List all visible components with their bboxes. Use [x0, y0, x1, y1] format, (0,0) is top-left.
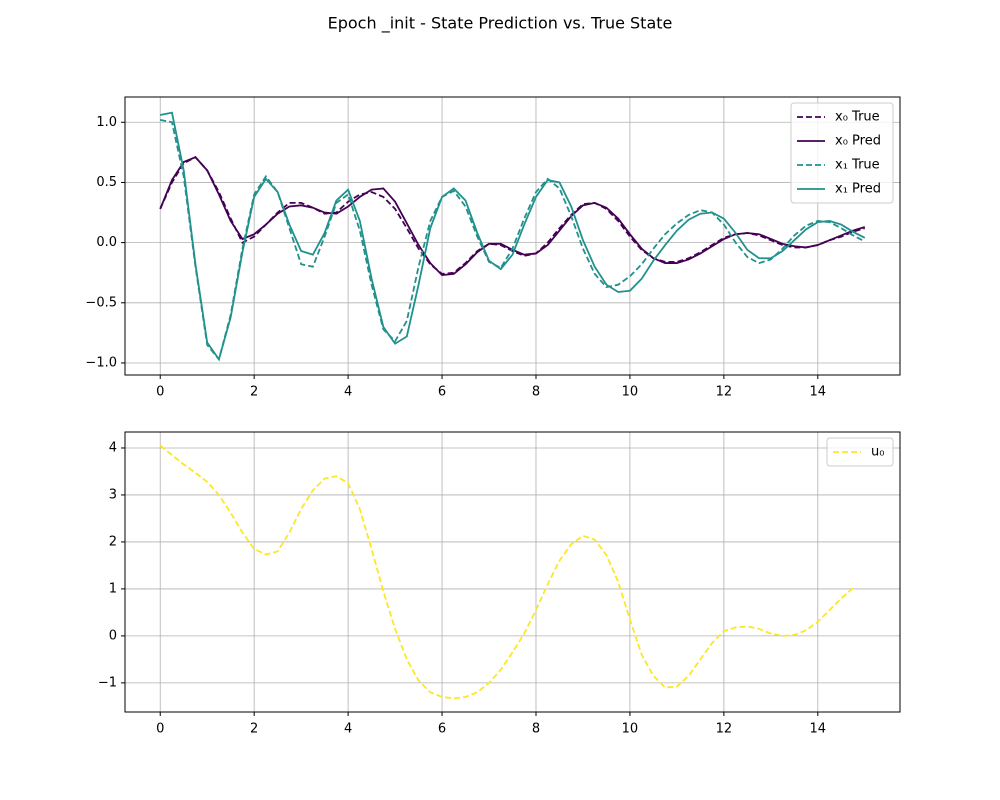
y-tick-label: −0.5 — [85, 295, 117, 310]
x-tick-label: 14 — [810, 385, 827, 400]
axes-frame — [124, 431, 901, 713]
x-tick-label: 14 — [810, 722, 827, 737]
y-tick-label: 0.0 — [96, 235, 117, 250]
x-tick-label: 0 — [156, 385, 164, 400]
x-tick-label: 0 — [156, 722, 164, 737]
x-tick-label: 6 — [438, 385, 446, 400]
figure-title: Epoch _init - State Prediction vs. True … — [328, 14, 673, 34]
x-tick-label: 2 — [250, 722, 258, 737]
legend-label: u₀ — [871, 445, 884, 460]
x-tick-label: 2 — [250, 385, 258, 400]
x-tick-label: 6 — [438, 722, 446, 737]
y-tick-label: 2 — [109, 534, 117, 549]
axes-frame — [124, 96, 901, 376]
series-line — [160, 111, 866, 362]
x-tick-label: 10 — [622, 722, 639, 737]
legend-label: x₁ True — [835, 158, 880, 173]
x-tick-label: 12 — [716, 722, 733, 737]
x-tick-label: 10 — [622, 385, 639, 400]
y-tick-label: 3 — [109, 487, 117, 502]
legend-label: x₀ Pred — [835, 134, 881, 149]
legend-box — [790, 102, 894, 204]
series-line — [159, 444, 854, 700]
legend-label: x₁ Pred — [835, 182, 881, 197]
y-tick-label: −1.0 — [85, 355, 117, 370]
y-tick-label: 4 — [109, 440, 117, 455]
y-tick-label: 1.0 — [96, 115, 117, 130]
y-tick-label: 1 — [109, 581, 117, 596]
legend-label: x₀ True — [835, 110, 880, 125]
x-tick-label: 4 — [344, 722, 352, 737]
series-line — [160, 118, 866, 362]
x-tick-label: 4 — [344, 385, 352, 400]
x-tick-label: 12 — [716, 385, 733, 400]
y-tick-label: 0.5 — [96, 175, 117, 190]
x-tick-label: 8 — [532, 385, 540, 400]
x-tick-label: 8 — [532, 722, 540, 737]
y-tick-label: 0 — [109, 628, 117, 643]
y-tick-label: −1 — [98, 675, 117, 690]
